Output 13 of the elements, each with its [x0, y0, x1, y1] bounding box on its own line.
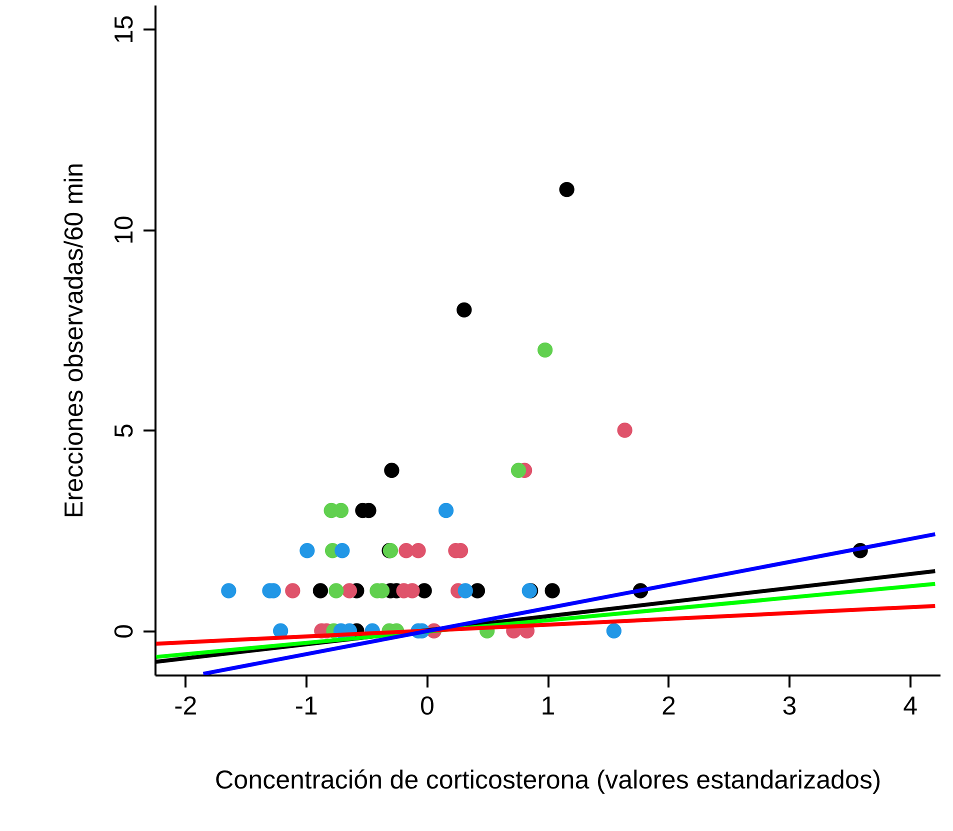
- y-axis-title: Erecciones observadas/60 min: [58, 162, 88, 518]
- y-tick-label: 10: [108, 216, 138, 245]
- x-tick-label: 2: [662, 690, 676, 720]
- x-tick-label: 0: [420, 690, 434, 720]
- x-tick-label: -2: [174, 690, 198, 720]
- y-tick-label: 15: [108, 15, 138, 44]
- y-tick-label: 0: [108, 624, 138, 639]
- x-tick-label: 3: [782, 690, 797, 720]
- x-axis-title: Concentración de corticosterona (valores estandarizados): [214, 764, 882, 794]
- y-tick-label: 5: [108, 424, 138, 438]
- x-tick-label: 1: [540, 690, 556, 720]
- x-tick-label: 4: [903, 690, 918, 720]
- x-tick-label: -1: [294, 690, 318, 720]
